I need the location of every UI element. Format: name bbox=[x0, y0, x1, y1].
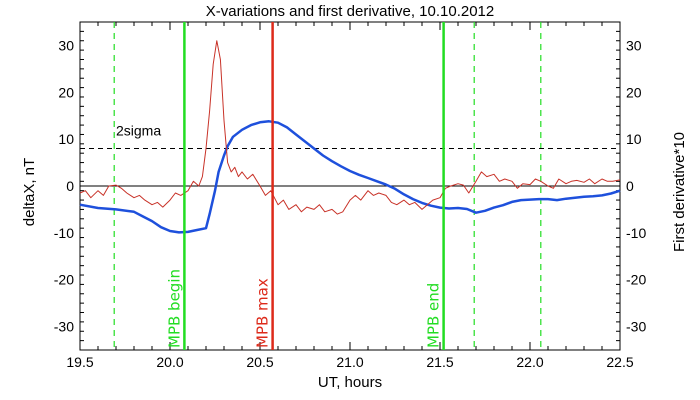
x-tick-label: 21.5 bbox=[426, 354, 453, 370]
x-tick-label: 20.0 bbox=[156, 354, 183, 370]
x-tick-label: 19.5 bbox=[66, 354, 93, 370]
y-tick-label-left: 20 bbox=[58, 84, 74, 100]
y-tick-label-right: 0 bbox=[626, 178, 634, 194]
marker-label-mpb-begin: MPB begin bbox=[165, 269, 183, 348]
y-tick-label-right: -30 bbox=[626, 319, 646, 335]
marker-label-mpb-end: MPB end bbox=[425, 283, 443, 348]
x-tick-label: 21.0 bbox=[336, 354, 363, 370]
series-line-derivative bbox=[79, 40, 621, 215]
y-tick-label-right: 10 bbox=[626, 131, 642, 147]
x-tick-label: 22.5 bbox=[606, 354, 633, 370]
plot-area: 19.5 20.0 20.5 21.0 21.5 22.0 22.5 -30 -30 -20 -20… bbox=[54, 21, 646, 370]
y-tick-label-left: 10 bbox=[58, 131, 74, 147]
x-axis-label: UT, hours bbox=[318, 374, 382, 391]
y-tick-label-right: -10 bbox=[626, 225, 646, 241]
y-tick-label-left: 0 bbox=[66, 178, 74, 194]
y-tick-label-left: -20 bbox=[54, 272, 74, 288]
y-tick-label-left: 30 bbox=[58, 37, 74, 53]
y-tick-label-left: -30 bbox=[54, 319, 74, 335]
y-tick-label-right: 20 bbox=[626, 84, 642, 100]
x-tick-label: 20.5 bbox=[246, 354, 273, 370]
y-tick-label-right: 30 bbox=[626, 37, 642, 53]
series-line-deltax bbox=[79, 120, 621, 234]
y-tick-label-right: -20 bbox=[626, 272, 646, 288]
x-tick-label: 22.0 bbox=[516, 354, 543, 370]
reference-label-two-sigma: 2sigma bbox=[116, 123, 161, 139]
y-tick-label-left: -10 bbox=[54, 225, 74, 241]
chart-title: X-variations and first derivative, 10.10… bbox=[206, 3, 495, 20]
y-axis-label-right: First derivative*10 bbox=[671, 132, 688, 252]
y-axis-label-left: deltaX, nT bbox=[21, 158, 38, 226]
marker-label-mpb-max: MPB max bbox=[254, 278, 272, 348]
